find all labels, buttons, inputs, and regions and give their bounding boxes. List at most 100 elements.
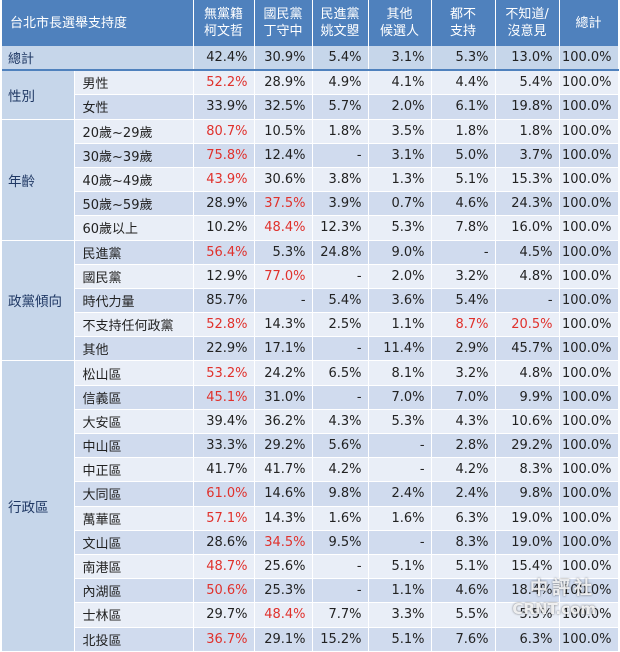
data-cell: 17.1% [254,336,313,362]
data-cell: 28.9% [254,70,313,96]
data-cell: 4.3% [312,409,369,435]
data-cell: - [368,433,432,459]
data-cell: 3.1% [368,143,432,168]
table-row: 士林區 29.7% 48.4% 7.7% 3.3% 5.5% 5.5% 100.0% [2,602,619,628]
data-cell: 2.8% [431,433,496,459]
data-cell: 11.4% [368,336,432,362]
data-cell: 52.8% [193,312,255,338]
data-cell: 24.8% [312,240,369,265]
data-cell: 3.3% [368,602,432,628]
data-cell: 100.0% [559,578,619,604]
data-cell: 14.3% [254,312,313,338]
data-cell: 1.1% [368,578,432,604]
table-row: 大同區 61.0% 14.6% 9.8% 2.4% 2.4% 9.8% 100.0% [2,481,619,507]
data-cell: 10.6% [495,409,560,435]
data-cell: 25.3% [254,578,313,604]
group-label: 行政區 [2,360,75,652]
data-cell: 30.6% [254,167,313,193]
header-support-none: 都不 支持 [431,0,496,46]
data-cell: 15.3% [495,167,560,193]
data-cell: 80.7% [193,119,255,144]
data-cell: - [312,578,369,604]
data-cell: 39.4% [193,409,255,435]
data-cell: 5.4% [312,288,369,314]
data-cell: 100.0% [559,240,619,265]
data-cell: 4.6% [431,578,496,604]
table-row: 中正區 41.7% 41.7% 4.2% -4.2% 8.3% 100.0% [2,457,619,483]
table-row: 行政區 松山區 53.2% 24.2% 6.5% 8.1% 3.2% 4.8% 100.0% [2,360,619,652]
data-cell: 36.2% [254,409,313,435]
data-cell: 100.0% [559,433,619,459]
row-label: 萬華區 [74,506,194,531]
data-cell: 4.8% [495,264,560,289]
data-cell: 53.2% [193,360,255,386]
data-cell: 4.1% [368,70,432,96]
data-cell: 9.9% [495,385,560,410]
data-cell: 1.3% [368,167,432,193]
data-cell: 12.9% [193,264,255,289]
data-cell: 33.3% [193,433,255,459]
data-cell: 14.3% [254,506,313,531]
data-cell: 4.5% [495,240,560,265]
data-cell: 18.4% [495,578,560,604]
data-cell: 28.6% [193,530,255,555]
row-label: 中正區 [74,457,194,483]
data-cell: 14.6% [254,481,313,507]
table-row: 國民黨 12.9% 77.0% -2.0% 3.2% 4.8% 100.0% [2,264,619,289]
data-cell: 100.0% [559,530,619,555]
data-cell: 3.2% [431,360,496,386]
data-cell: 100.0% [559,119,619,144]
data-cell: 48.4% [254,215,313,241]
row-label: 50歲~59歲 [74,191,194,217]
data-cell: 48.7% [193,554,255,580]
data-cell: 8.7% [431,312,496,338]
row-label: 中山區 [74,433,194,459]
data-cell: 7.8% [431,215,496,241]
row-label: 大同區 [74,481,194,507]
data-cell: 57.1% [193,506,255,531]
data-cell: 100.0% [559,481,619,507]
row-label: 信義區 [74,385,194,410]
data-cell: 5.4% [495,70,560,96]
data-cell: 5.3% [368,409,432,435]
data-cell: 20.5% [495,312,560,338]
data-cell: - [495,288,560,314]
table-row: 大安區 39.4% 36.2% 4.3% 5.3% 4.3% 10.6% 100.0% [2,409,619,435]
data-cell: 6.1% [431,94,496,120]
data-cell: 1.6% [368,506,432,531]
data-cell: 3.9% [312,191,369,217]
total-cell: 5.3% [431,46,496,72]
total-cell: 5.4% [312,46,369,72]
data-cell: 61.0% [193,481,255,507]
row-label: 40歲~49歲 [74,167,194,193]
data-cell: 1.8% [312,119,369,144]
table-row: 中山區 33.3% 29.2% 5.6% -2.8% 29.2% 100.0% [2,433,619,459]
data-cell: 100.0% [559,264,619,289]
data-cell: 16.0% [495,215,560,241]
data-cell: 100.0% [559,627,619,652]
data-cell: 22.9% [193,336,255,362]
table-row: 南港區 48.7% 25.6% -5.1% 5.1% 15.4% 100.0% [2,554,619,580]
group-label: 年齡 [2,119,75,241]
data-cell: - [431,240,496,265]
header-total: 總計 [559,0,619,46]
data-cell: 9.8% [312,481,369,507]
data-cell: 8.3% [495,457,560,483]
data-cell: 56.4% [193,240,255,265]
data-cell: - [312,264,369,289]
data-cell: 15.2% [312,627,369,652]
table-row: 女性 33.9% 32.5% 5.7% 2.0% 6.1% 19.8% 100.0% [2,94,619,120]
row-label: 國民黨 [74,264,194,289]
data-cell: 100.0% [559,385,619,410]
data-cell: 4.3% [431,409,496,435]
table-row: 北投區 36.7% 29.1% 15.2% 5.1% 7.6% 6.3% 100.0% [2,627,619,652]
total-label: 總計 [2,46,194,72]
data-cell: 85.7% [193,288,255,314]
group-label: 政黨傾向 [2,240,75,362]
data-cell: 100.0% [559,360,619,386]
data-cell: 4.9% [312,70,369,96]
data-cell: 3.7% [495,143,560,168]
table-row: 30歲~39歲 75.8% 12.4% -3.1% 5.0% 3.7% 100.0% [2,143,619,168]
table-row: 40歲~49歲 43.9% 30.6% 3.8% 1.3% 5.1% 15.3% 100.0% [2,167,619,193]
table-row: 內湖區 50.6% 25.3% -1.1% 4.6% 18.4% 100.0% [2,578,619,604]
